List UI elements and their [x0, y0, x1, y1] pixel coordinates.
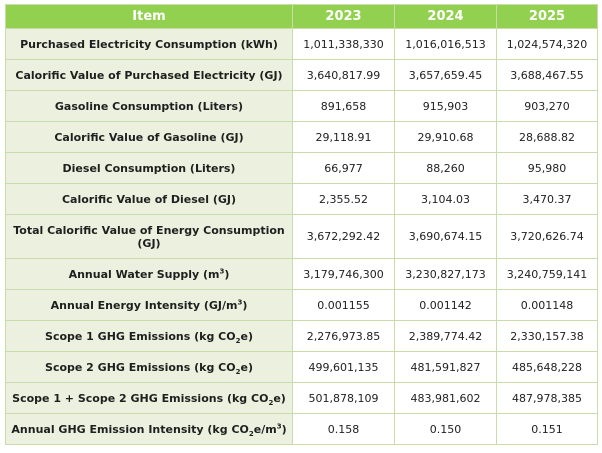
- cell-2025: 28,688.82: [496, 121, 598, 153]
- cell-2024: 483,981,602: [394, 382, 497, 414]
- cell-2023: 3,640,817.99: [292, 59, 395, 91]
- header-2025: 2025: [496, 4, 598, 29]
- table-row: Purchased Electricity Consumption (kWh) …: [5, 28, 598, 60]
- cell-2024: 0.150: [394, 413, 497, 445]
- cell-2023: 3,672,292.42: [292, 214, 395, 259]
- cell-2024: 1,016,016,513: [394, 28, 497, 60]
- cell-2023: 66,977: [292, 152, 395, 184]
- cell-2023: 499,601,135: [292, 351, 395, 383]
- table-row: Diesel Consumption (Liters) 66,977 88,26…: [5, 152, 598, 184]
- cell-2025: 0.151: [496, 413, 598, 445]
- table-row: Calorific Value of Gasoline (GJ) 29,118.…: [5, 121, 598, 153]
- cell-2025: 487,978,385: [496, 382, 598, 414]
- cell-2025: 3,240,759,141: [496, 258, 598, 290]
- table-row: Annual GHG Emission Intensity (kg CO2e/m…: [5, 413, 598, 445]
- table-row: Scope 1 GHG Emissions (kg CO2e) 2,276,97…: [5, 320, 598, 352]
- cell-2024: 88,260: [394, 152, 497, 184]
- cell-2025: 1,024,574,320: [496, 28, 598, 60]
- row-label: Annual Water Supply (m3): [5, 258, 293, 290]
- row-label: Scope 2 GHG Emissions (kg CO2e): [5, 351, 293, 383]
- cell-2024: 2,389,774.42: [394, 320, 497, 352]
- cell-2024: 481,591,827: [394, 351, 497, 383]
- row-label: Calorific Value of Diesel (GJ): [5, 183, 293, 215]
- table-row: Total Calorific Value of Energy Consumpt…: [5, 214, 598, 259]
- cell-2024: 0.001142: [394, 289, 497, 321]
- cell-2024: 29,910.68: [394, 121, 497, 153]
- cell-2023: 501,878,109: [292, 382, 395, 414]
- cell-2025: 903,270: [496, 90, 598, 122]
- row-label: Scope 1 + Scope 2 GHG Emissions (kg CO2e…: [5, 382, 293, 414]
- cell-2023: 3,179,746,300: [292, 258, 395, 290]
- table-row: Calorific Value of Purchased Electricity…: [5, 59, 598, 91]
- cell-2023: 2,355.52: [292, 183, 395, 215]
- cell-2025: 3,688,467.55: [496, 59, 598, 91]
- row-label: Scope 1 GHG Emissions (kg CO2e): [5, 320, 293, 352]
- cell-2025: 2,330,157.38: [496, 320, 598, 352]
- energy-table-container: Item 2023 2024 2025 Purchased Electricit…: [5, 4, 598, 445]
- cell-2024: 3,690,674.15: [394, 214, 497, 259]
- header-2023: 2023: [292, 4, 395, 29]
- table-row: Gasoline Consumption (Liters) 891,658 91…: [5, 90, 598, 122]
- row-label: Total Calorific Value of Energy Consumpt…: [5, 214, 293, 259]
- cell-2023: 1,011,338,330: [292, 28, 395, 60]
- table-row: Scope 1 + Scope 2 GHG Emissions (kg CO2e…: [5, 382, 598, 414]
- cell-2023: 2,276,973.85: [292, 320, 395, 352]
- cell-2025: 3,720,626.74: [496, 214, 598, 259]
- row-label: Annual GHG Emission Intensity (kg CO2e/m…: [5, 413, 293, 445]
- cell-2025: 95,980: [496, 152, 598, 184]
- row-label: Purchased Electricity Consumption (kWh): [5, 28, 293, 60]
- table-header-row: Item 2023 2024 2025: [5, 4, 598, 29]
- cell-2025: 485,648,228: [496, 351, 598, 383]
- row-label: Gasoline Consumption (Liters): [5, 90, 293, 122]
- header-2024: 2024: [394, 4, 497, 29]
- cell-2024: 3,657,659.45: [394, 59, 497, 91]
- table-row: Calorific Value of Diesel (GJ) 2,355.52 …: [5, 183, 598, 215]
- row-label: Diesel Consumption (Liters): [5, 152, 293, 184]
- row-label: Calorific Value of Gasoline (GJ): [5, 121, 293, 153]
- cell-2023: 29,118.91: [292, 121, 395, 153]
- table-row: Annual Water Supply (m3) 3,179,746,300 3…: [5, 258, 598, 290]
- row-label: Calorific Value of Purchased Electricity…: [5, 59, 293, 91]
- row-label: Annual Energy Intensity (GJ/m3): [5, 289, 293, 321]
- cell-2024: 3,104.03: [394, 183, 497, 215]
- cell-2023: 0.001155: [292, 289, 395, 321]
- cell-2025: 3,470.37: [496, 183, 598, 215]
- cell-2024: 3,230,827,173: [394, 258, 497, 290]
- cell-2023: 0.158: [292, 413, 395, 445]
- cell-2024: 915,903: [394, 90, 497, 122]
- energy-emissions-table: Item 2023 2024 2025 Purchased Electricit…: [5, 4, 598, 445]
- table-row: Annual Energy Intensity (GJ/m3) 0.001155…: [5, 289, 598, 321]
- table-row: Scope 2 GHG Emissions (kg CO2e) 499,601,…: [5, 351, 598, 383]
- header-item: Item: [5, 4, 293, 29]
- cell-2025: 0.001148: [496, 289, 598, 321]
- cell-2023: 891,658: [292, 90, 395, 122]
